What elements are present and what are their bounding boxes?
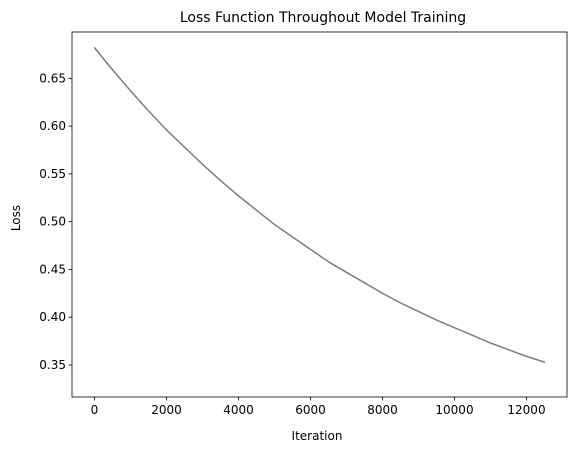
x-tick-label: 4000 bbox=[223, 403, 254, 417]
y-axis-label: Loss bbox=[9, 205, 23, 231]
chart-title: Loss Function Throughout Model Training bbox=[180, 10, 466, 26]
y-tick-label: 0.40 bbox=[39, 310, 66, 324]
x-tick-label: 0 bbox=[91, 403, 99, 417]
plot-frame bbox=[71, 31, 568, 398]
y-tick-label: 0.55 bbox=[39, 167, 66, 181]
x-tick-label: 2000 bbox=[151, 403, 182, 417]
y-tick-label: 0.45 bbox=[39, 262, 66, 276]
y-tick-label: 0.60 bbox=[39, 119, 66, 133]
y-tick-label: 0.35 bbox=[39, 358, 66, 372]
y-tick-label: 0.50 bbox=[39, 215, 66, 229]
y-tick-label: 0.65 bbox=[39, 71, 66, 85]
x-axis-label: Iteration bbox=[292, 429, 343, 443]
plot-area: 0 2000 4000 6000 8000 10000 12000 0.35 0.40 0.45 0… bbox=[39, 31, 568, 417]
x-tick-label: 8000 bbox=[367, 403, 398, 417]
x-tick-label: 12000 bbox=[507, 403, 545, 417]
x-tick-label: 10000 bbox=[435, 403, 473, 417]
x-tick-label: 6000 bbox=[295, 403, 326, 417]
loss-series-line bbox=[93, 47, 546, 363]
